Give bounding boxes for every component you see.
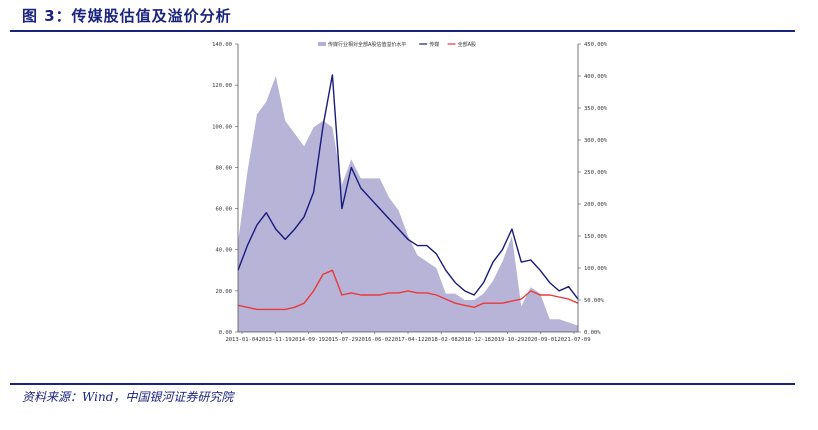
series-media-line (237, 74, 579, 300)
x-tick-label: 2018-12-18 (458, 337, 491, 343)
y-left-tick-label: 120.00 (212, 83, 232, 89)
y-right-tick-label: 0.00% (584, 330, 601, 336)
legend-label: 传媒 (429, 41, 439, 48)
legend-label: 传媒行业相对全部A股估值溢价水平 (328, 41, 406, 48)
y-right-tick-label: 100.00% (584, 266, 608, 272)
y-left-tick-label: 80.00 (215, 165, 232, 171)
y-left-tick-label: 40.00 (215, 248, 232, 254)
series-premium-area (238, 76, 578, 332)
y-right-tick-label: 300.00% (584, 138, 608, 144)
title-divider (10, 30, 795, 32)
y-left-tick-label: 140.00 (212, 42, 232, 48)
x-tick-label: 2016-06-02 (358, 337, 391, 343)
y-left-tick-label: 0.00 (219, 330, 232, 336)
y-right-tick-label: 400.00% (584, 74, 608, 80)
y-left-tick-label: 60.00 (215, 207, 232, 213)
legend-swatch-premium (318, 42, 326, 46)
x-tick-label: 2018-02-08 (425, 337, 458, 343)
y-right-tick-label: 50.00% (584, 298, 605, 304)
x-tick-label: 2013-11-19 (259, 337, 292, 343)
y-right-tick-label: 250.00% (584, 170, 608, 176)
y-right-tick-label: 450.00% (584, 42, 608, 48)
valuation-chart: 0.00 20.00 40.00 60.00 80.00 100.00 120.00 140.… (212, 41, 608, 343)
series-all-a-line (237, 269, 579, 311)
source-divider (10, 383, 795, 385)
x-tick-label: 2015-07-29 (325, 337, 358, 343)
y-right-tick-label: 350.00% (584, 106, 608, 112)
x-tick-label: 2021-07-09 (557, 337, 590, 343)
page-title: 图 3：传媒股估值及溢价分析 (22, 7, 232, 25)
x-tick-label: 2019-10-29 (491, 337, 524, 343)
y-left-tick-label: 100.00 (212, 124, 232, 130)
x-tick-label: 2013-01-04 (225, 337, 259, 343)
legend-label: 全部A股 (458, 41, 476, 48)
y-left-tick-label: 20.00 (215, 289, 232, 295)
source-note: 资料来源：Wind，中国银河证券研究院 (22, 390, 234, 404)
x-tick-label: 2017-04-12 (391, 337, 424, 343)
x-tick-label: 2020-09-01 (524, 337, 557, 343)
y-right-tick-label: 200.00% (584, 202, 608, 208)
x-tick-label: 2014-09-19 (292, 337, 325, 343)
y-right-tick-label: 150.00% (584, 234, 608, 240)
